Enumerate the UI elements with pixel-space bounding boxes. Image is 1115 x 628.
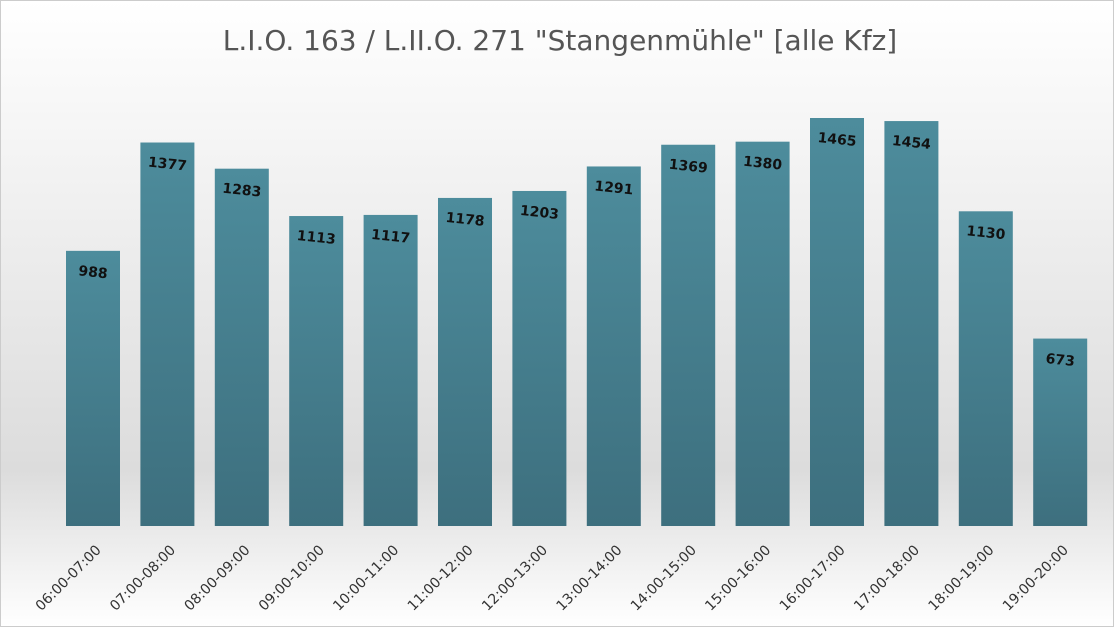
value-label: 1203 (519, 203, 559, 223)
bar (214, 168, 269, 526)
value-label: 1113 (296, 228, 336, 248)
value-label: 1178 (445, 210, 485, 230)
value-label: 1130 (966, 223, 1007, 243)
bar (140, 142, 195, 526)
bar (958, 211, 1013, 526)
bar (661, 144, 716, 526)
value-label: 1369 (668, 157, 708, 177)
bar (438, 197, 492, 526)
value-label: 1117 (370, 227, 410, 247)
bar (363, 214, 418, 526)
value-label: 988 (78, 263, 109, 282)
value-label: 1291 (594, 178, 634, 198)
bar (735, 141, 790, 526)
value-label: 673 (1045, 351, 1076, 370)
bar (1033, 338, 1088, 526)
value-label: 1465 (817, 130, 857, 150)
bar (512, 190, 567, 526)
value-label: 1283 (222, 181, 262, 201)
bar (884, 121, 939, 527)
bar (66, 250, 120, 526)
bar (586, 166, 641, 526)
bar (289, 216, 344, 526)
value-label: 1380 (742, 154, 783, 174)
value-label: 1377 (147, 155, 187, 175)
bar (810, 118, 864, 526)
value-label: 1454 (891, 133, 932, 153)
chart-title: L.I.O. 163 / L.II.O. 271 "Stangenmühle" … (223, 24, 897, 57)
